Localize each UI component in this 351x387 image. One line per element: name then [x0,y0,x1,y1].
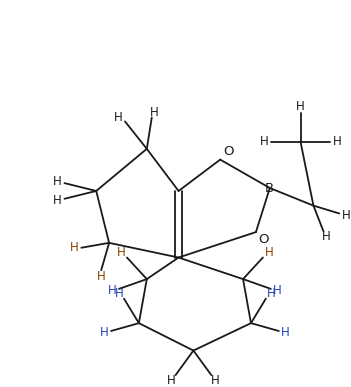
Text: O: O [223,145,233,158]
Text: H: H [117,246,125,259]
Text: H: H [97,270,106,283]
Text: H: H [167,374,176,387]
Text: H: H [273,284,282,297]
Text: H: H [264,246,273,259]
Text: B: B [265,182,274,195]
Text: H: H [259,135,268,149]
Text: H: H [150,106,159,119]
Text: H: H [115,287,124,300]
Text: H: H [322,231,331,243]
Text: H: H [342,209,351,222]
Text: H: H [53,194,62,207]
Text: H: H [266,287,275,300]
Text: H: H [296,100,305,113]
Text: H: H [70,241,79,254]
Text: H: H [114,111,122,124]
Text: H: H [108,284,117,297]
Text: O: O [259,233,269,247]
Text: H: H [333,135,342,149]
Text: H: H [211,374,220,387]
Text: H: H [281,327,290,339]
Text: H: H [100,327,108,339]
Text: H: H [53,175,62,188]
